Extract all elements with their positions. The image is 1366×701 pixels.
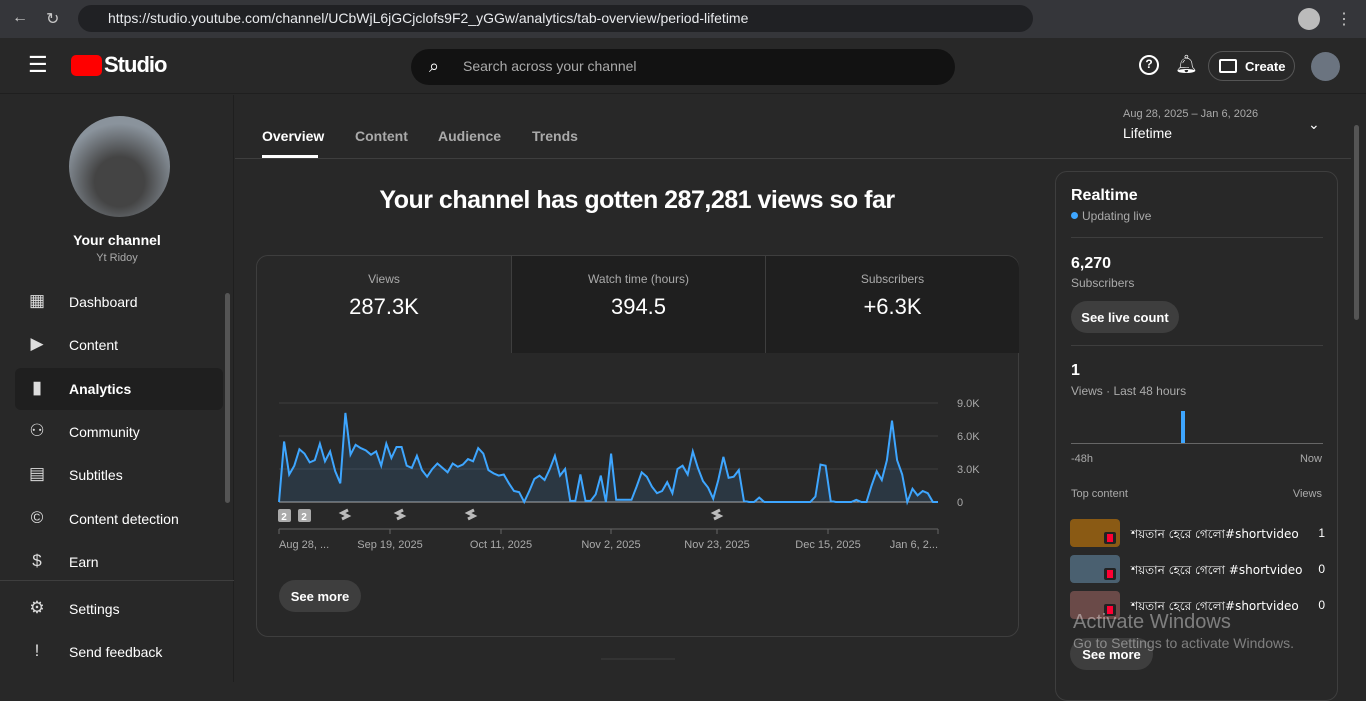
subtitles-icon: ▤	[28, 464, 46, 484]
realtime-card: Realtime Updating live 6,270 Subscribers…	[1055, 171, 1338, 701]
divider	[1071, 345, 1323, 346]
divider	[1071, 237, 1323, 238]
upload-count-badge[interactable]	[298, 509, 311, 522]
tab-audience[interactable]: Audience	[438, 128, 502, 144]
tab-overview[interactable]: Overview	[262, 128, 325, 144]
x-tick-label: Sep 19, 2025	[357, 539, 422, 551]
shorts-icon	[1104, 532, 1116, 544]
x-tick-label: Oct 11, 2025	[470, 539, 532, 551]
badge-label: 2	[301, 512, 307, 523]
avatar[interactable]	[1311, 52, 1340, 81]
y-tick-label: 6.0K	[957, 431, 980, 443]
y-tick-label: 0	[957, 497, 963, 509]
live-dot-icon	[1071, 212, 1078, 219]
profile-icon[interactable]	[1298, 8, 1320, 30]
gear-icon: ⚙	[29, 598, 45, 617]
realtime-see-more-button[interactable]: See more	[1070, 638, 1153, 670]
realtime-views: 1	[1071, 362, 1080, 379]
feedback-icon: !	[34, 641, 40, 660]
create-button[interactable]: Create	[1208, 51, 1295, 81]
x-tick-label: Aug 28, ...	[279, 539, 329, 551]
search-icon: ⌕	[429, 56, 440, 76]
activate-windows-sub: Go to Settings to activate Windows.	[1073, 635, 1294, 651]
x-tick-label: Dec 15, 2025	[795, 539, 860, 551]
shorts-icon	[1104, 568, 1116, 580]
sidebar-item-earn[interactable]: $ Earn	[15, 541, 223, 583]
views-chart: 9.0K 6.0K 3.0K 0 2 2 Aug 28, ... Sep 19, 2025 Oc…	[278, 398, 980, 660]
metric-subscribers[interactable]: Subscribers +6.3K	[765, 256, 1019, 353]
metric-views[interactable]: Views 287.3K	[257, 256, 511, 353]
sidebar-item-content-detection[interactable]: © Content detection	[15, 498, 223, 540]
y-tick-label: 3.0K	[957, 464, 980, 476]
hamburger-icon[interactable]: ☰	[28, 52, 48, 77]
create-icon	[1219, 59, 1237, 73]
menu-dots-icon[interactable]: ⋮	[1336, 11, 1352, 28]
studio-logo[interactable]: Studio	[104, 52, 167, 77]
overview-card: Views 287.3K Watch time (hours) 394.5 Subs…	[256, 255, 1019, 637]
shorts-upload-icon[interactable]	[464, 508, 478, 521]
shorts-upload-icon[interactable]	[338, 508, 352, 521]
series-line[interactable]	[278, 412, 938, 506]
shorts-upload-icon[interactable]	[393, 508, 407, 521]
chevron-down-icon: ⌄	[1308, 116, 1320, 132]
tab-indicator	[262, 155, 318, 158]
sidebar-item-content[interactable]: ▶ Content	[15, 324, 223, 366]
period-selector[interactable]: Aug 28, 2025 – Jan 6, 2026 Lifetime ⌄	[1123, 108, 1320, 141]
page-title: Your channel has gotten 287,281 views so…	[379, 186, 895, 214]
x-tick-label: Nov 23, 2025	[684, 539, 749, 551]
sidebar-scrollbar[interactable]	[225, 293, 230, 503]
back-icon[interactable]: ←	[12, 9, 28, 26]
sidebar-item-dashboard[interactable]: ▦ Dashboard	[28, 291, 138, 310]
copyright-icon: ©	[30, 507, 44, 527]
realtime-bar[interactable]	[1181, 411, 1185, 443]
youtube-logo-icon[interactable]	[71, 55, 102, 76]
browser-toolbar: ← ↻ https://studio.youtube.com/channel/U…	[0, 0, 1366, 38]
top-content-item[interactable]: শয়তান হেরে গেলো #shortvideo 0	[1070, 555, 1325, 585]
search-input[interactable]: ⌕ Search across your channel	[411, 49, 955, 85]
axis	[1071, 443, 1323, 444]
sidebar: Your channel Yt Ridoy ▦ Dashboard ▶ Content…	[0, 95, 234, 682]
main-scrollbar[interactable]	[1354, 125, 1359, 320]
dashboard-icon: ▦	[28, 291, 46, 310]
divider	[0, 580, 234, 581]
realtime-title: Realtime	[1071, 187, 1138, 204]
sidebar-item-settings[interactable]: ⚙ Settings	[15, 588, 223, 630]
video-thumbnail	[1070, 591, 1120, 619]
top-content-item[interactable]: শয়তান হেরে গেলো#shortvideo 0	[1070, 591, 1325, 621]
sidebar-item-analytics[interactable]: ▮ Analytics	[15, 367, 223, 410]
channel-title: Your channel	[73, 232, 161, 248]
reload-icon[interactable]: ↻	[46, 11, 60, 28]
sidebar-item-community[interactable]: ⚇ Community	[15, 411, 223, 453]
bell-icon[interactable]: 🔔︎	[1175, 54, 1198, 74]
sidebar-item-send-feedback[interactable]: ! Send feedback	[15, 631, 223, 673]
help-icon[interactable]: ?	[1139, 55, 1159, 75]
sidebar-item-subtitles[interactable]: ▤ Subtitles	[28, 464, 123, 484]
y-tick-label: 9.0K	[957, 398, 980, 410]
metric-watch-time[interactable]: Watch time (hours) 394.5	[511, 256, 765, 353]
x-tick-label: Jan 6, 2...	[890, 539, 938, 551]
address-bar[interactable]: https://studio.youtube.com/channel/UCbWj…	[78, 5, 1033, 32]
divider	[235, 158, 1351, 159]
channel-name: Yt Ridoy	[96, 252, 138, 264]
see-live-count-button[interactable]: See live count	[1071, 301, 1179, 333]
badge-label: 2	[281, 512, 287, 523]
community-icon: ⚇	[29, 420, 45, 440]
top-content-item[interactable]: শয়তান হেরে গেলো#shortvideo 1	[1070, 519, 1325, 549]
content-icon: ▶	[30, 334, 44, 354]
shorts-upload-icon[interactable]	[710, 508, 724, 521]
tab-trends[interactable]: Trends	[532, 128, 578, 144]
shorts-icon	[1104, 604, 1116, 616]
video-thumbnail	[1070, 555, 1120, 583]
analytics-icon: ▮	[32, 377, 42, 397]
activate-windows-watermark: Activate Windows	[1073, 611, 1231, 633]
x-tick-label: Nov 2, 2025	[581, 539, 640, 551]
series-area	[279, 412, 938, 502]
tab-content[interactable]: Content	[355, 128, 408, 144]
see-more-button[interactable]: See more	[279, 580, 361, 612]
channel-avatar[interactable]	[69, 116, 170, 217]
dollar-icon: $	[32, 550, 42, 570]
upload-count-badge[interactable]	[278, 509, 291, 522]
video-thumbnail	[1070, 519, 1120, 547]
subscriber-count: 6,270	[1071, 255, 1112, 272]
